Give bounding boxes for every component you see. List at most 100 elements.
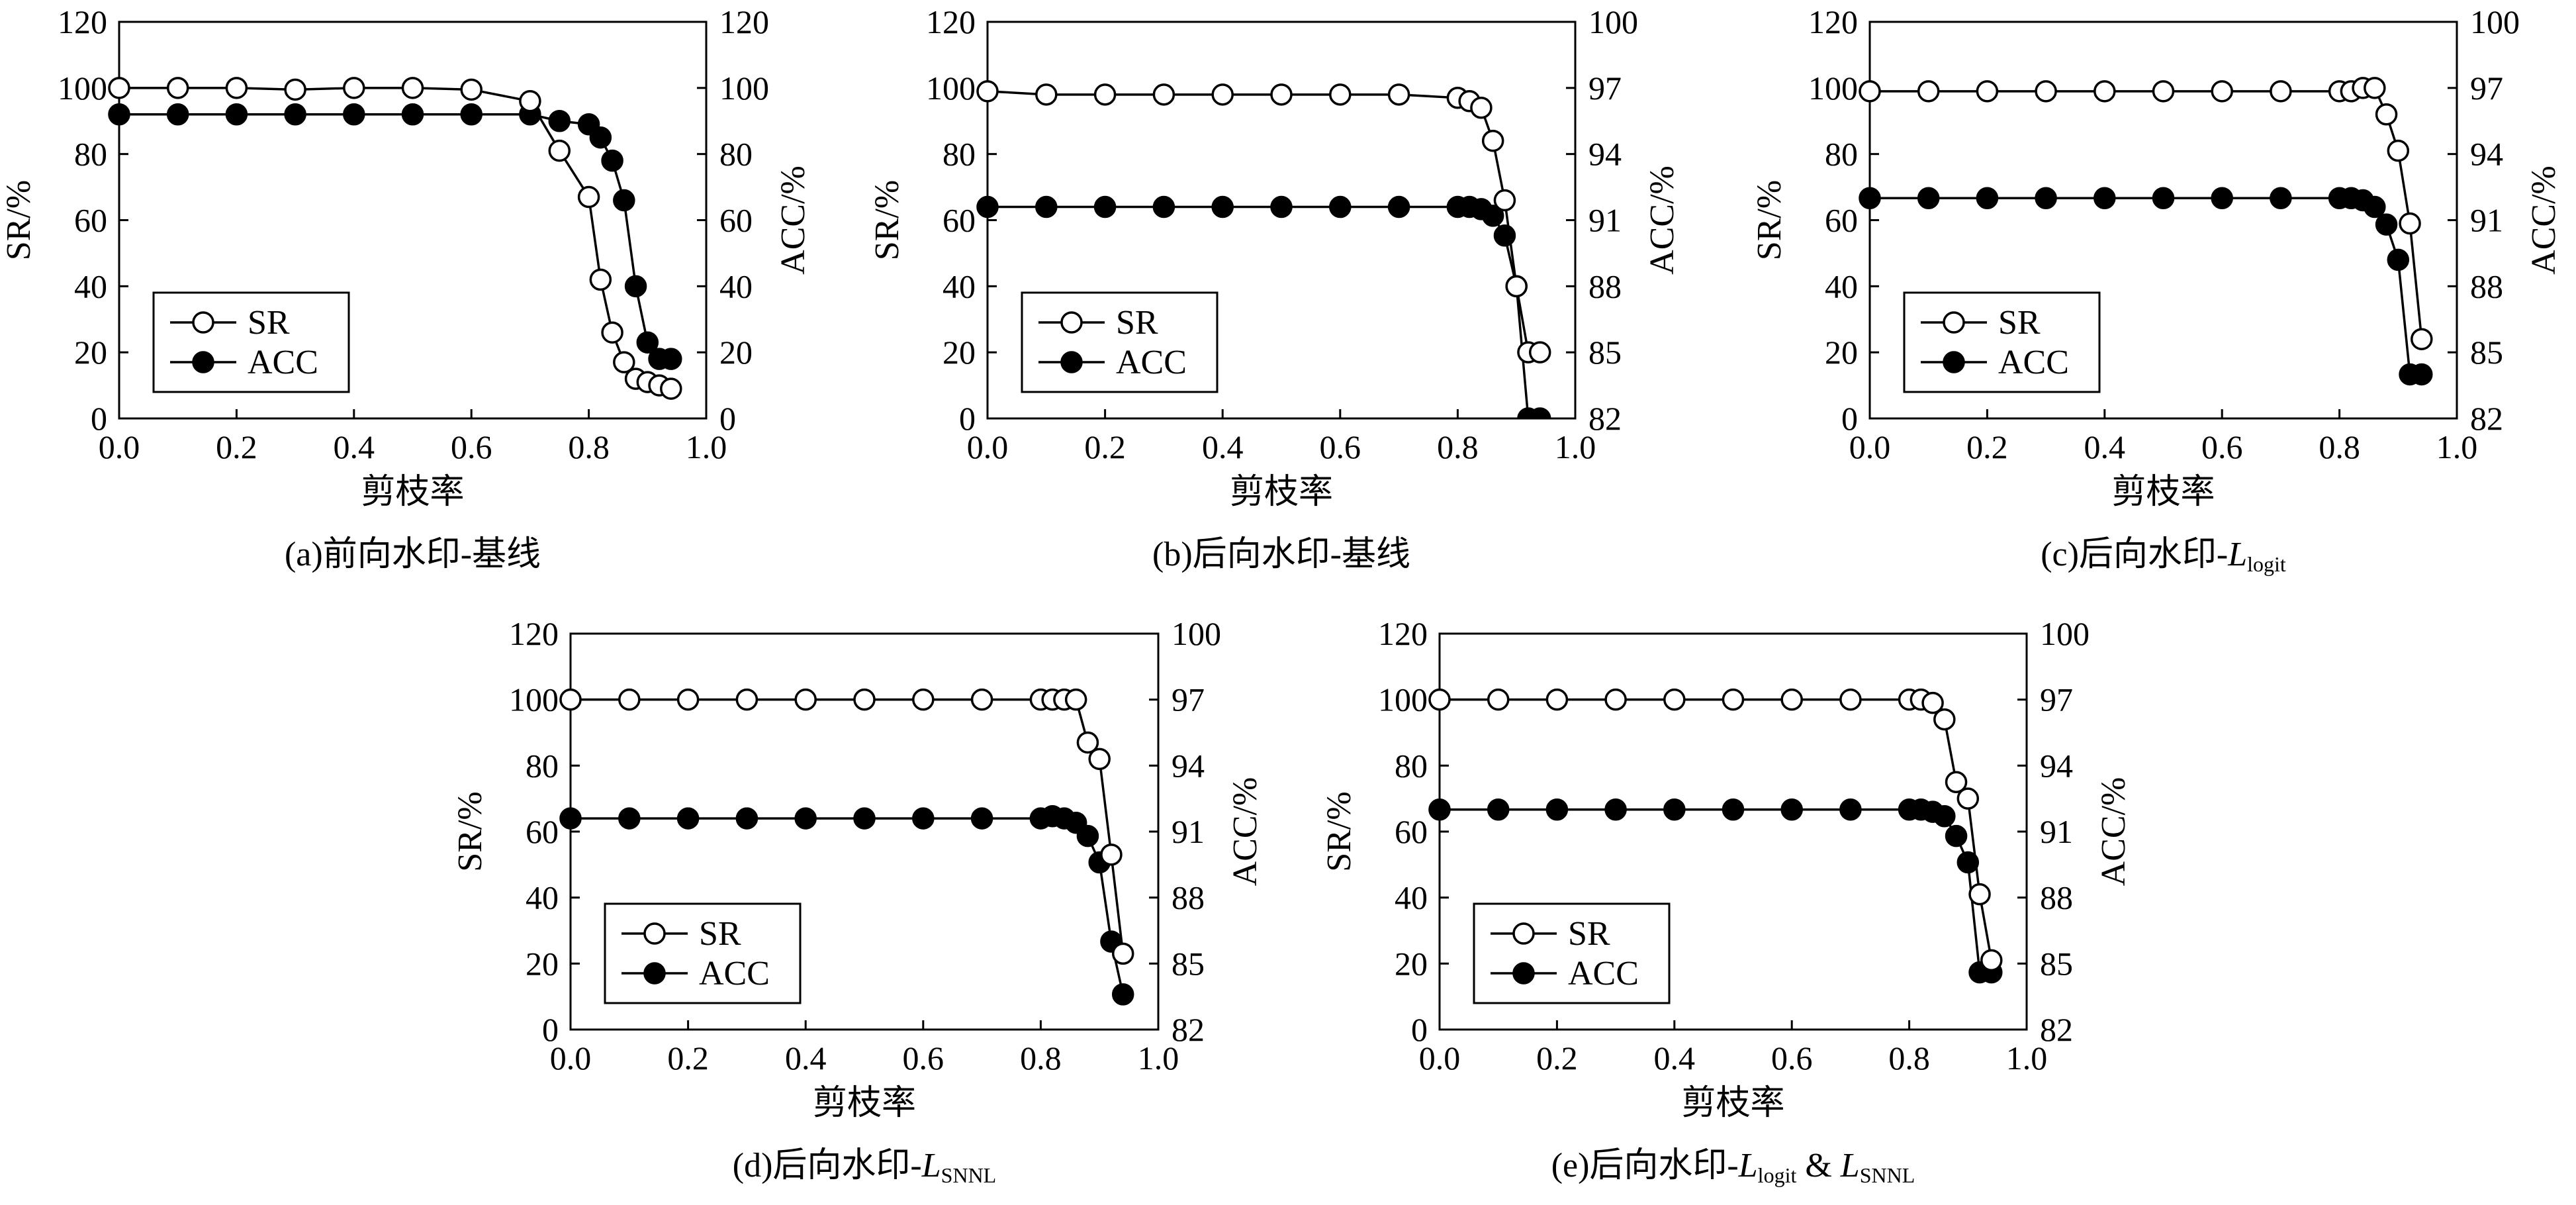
y-right-tick-label: 100 — [719, 70, 769, 107]
x-tick-label: 0.2 — [1966, 428, 2008, 465]
point-acc — [2411, 363, 2433, 386]
panel-caption: (b)后向水印-基线 — [1152, 536, 1410, 573]
point-acc — [1111, 983, 1134, 1006]
y-left-axis-title: SR/% — [1320, 791, 1358, 871]
y-left-tick-label: 120 — [1378, 615, 1428, 652]
point-sr — [1917, 80, 1940, 103]
y-left-tick-label: 100 — [58, 70, 107, 107]
y-left-tick-label: 0 — [91, 400, 107, 437]
point-sr — [519, 90, 541, 113]
x-tick-label: 0.8 — [1888, 1039, 1930, 1077]
point-sr — [548, 139, 571, 162]
y-right-tick-label: 94 — [1588, 136, 1622, 173]
legend-label: ACC — [699, 955, 770, 992]
point-acc — [676, 807, 700, 830]
legend-marker — [1512, 962, 1535, 985]
point-acc — [1780, 798, 1803, 821]
x-tick-label: 0.6 — [2201, 428, 2243, 465]
point-sr — [1839, 688, 1862, 711]
y-left-tick-label: 120 — [509, 615, 559, 652]
legend-label: ACC — [248, 344, 318, 381]
y-left-axis-title: SR/% — [451, 791, 489, 871]
legend-box — [1903, 291, 2101, 393]
legend-label: SR — [1568, 915, 1610, 953]
y-right-tick-label: 88 — [1172, 879, 1205, 916]
point-sr — [1111, 942, 1134, 965]
x-tick-label: 0.4 — [785, 1039, 827, 1077]
series-layer — [559, 688, 1134, 1006]
series-line-acc — [1440, 808, 1992, 974]
point-acc — [1859, 187, 1881, 209]
point-sr — [1270, 83, 1293, 106]
point-acc — [108, 103, 130, 126]
y-right-tick-label: 82 — [1172, 1011, 1205, 1048]
legend-label: ACC — [1568, 955, 1639, 992]
y-right-axis-title: ACC/% — [2525, 166, 2563, 275]
point-sr — [1859, 80, 1881, 103]
y-left-tick-label: 20 — [1395, 945, 1428, 982]
y-left-tick-label: 40 — [526, 879, 559, 916]
point-acc — [1270, 195, 1293, 218]
point-acc — [2387, 248, 2410, 271]
chart-panel-b: 0.0 0.2 0.4 0.6 0.8 1.0 0 20 40 60 80 100 120 82 85 88 9… — [868, 3, 1681, 573]
point-sr — [2399, 212, 2421, 235]
point-sr — [589, 268, 612, 291]
point-sr — [1980, 949, 2003, 972]
chart-panel-c: 0.0 0.2 0.4 0.6 0.8 1.0 0 20 40 60 80 100 120 82 85 88 9… — [1751, 3, 2563, 576]
y-right-tick-label: 82 — [1588, 400, 1622, 437]
x-axis-title: 剪枝率 — [813, 1084, 916, 1122]
point-sr — [1428, 688, 1451, 711]
point-sr — [676, 688, 700, 711]
point-acc — [460, 103, 483, 126]
point-sr — [1545, 688, 1569, 711]
point-sr — [1945, 771, 1968, 793]
point-sr — [912, 688, 935, 711]
point-acc — [2375, 213, 2398, 236]
point-sr — [559, 688, 582, 711]
point-sr — [1076, 731, 1099, 754]
y-right-tick-label: 100 — [2040, 615, 2090, 652]
y-left-tick-label: 20 — [74, 334, 107, 371]
point-sr — [2411, 328, 2433, 350]
legend-marker — [643, 922, 666, 945]
point-sr — [2035, 80, 2057, 103]
legend-marker — [1943, 351, 1965, 373]
y-right-axis-title: ACC/% — [774, 166, 812, 275]
point-acc — [1211, 195, 1234, 218]
y-right-tick-label: 20 — [719, 334, 753, 371]
series-layer — [108, 77, 682, 400]
legend-box — [604, 902, 802, 1004]
point-sr — [2364, 77, 2386, 99]
y-left-tick-label: 60 — [943, 202, 976, 239]
y-right-tick-label: 88 — [2040, 879, 2073, 916]
point-acc — [2270, 187, 2292, 209]
y-left-tick-label: 100 — [926, 70, 976, 107]
point-acc — [2152, 187, 2175, 209]
legend-box — [152, 291, 350, 393]
y-right-tick-label: 94 — [1172, 747, 1205, 784]
x-axis-title: 剪枝率 — [1681, 1084, 1784, 1122]
point-acc — [1493, 224, 1516, 247]
point-sr — [1722, 688, 1745, 711]
point-sr — [1956, 787, 1980, 810]
chart-panel-e: 0.0 0.2 0.4 0.6 0.8 1.0 0 20 40 60 80 100 120 82 85 88 9… — [1320, 615, 2133, 1187]
point-sr — [2093, 80, 2116, 103]
point-sr — [1604, 688, 1627, 711]
series-layer — [976, 80, 1551, 418]
point-sr — [853, 688, 876, 711]
point-sr — [660, 377, 682, 400]
legend-label: SR — [1998, 304, 2041, 342]
x-tick-label: 1.0 — [2006, 1039, 2048, 1077]
point-sr — [1064, 688, 1087, 711]
legend-label: ACC — [1116, 344, 1187, 381]
y-right-tick-label: 60 — [719, 202, 753, 239]
y-right-axis-title: ACC/% — [2095, 777, 2133, 887]
point-sr — [1093, 83, 1117, 106]
x-tick-label: 0.4 — [334, 428, 375, 465]
point-acc — [970, 807, 993, 830]
y-right-tick-label: 100 — [1588, 3, 1638, 40]
x-tick-label: 0.6 — [1320, 428, 1361, 465]
